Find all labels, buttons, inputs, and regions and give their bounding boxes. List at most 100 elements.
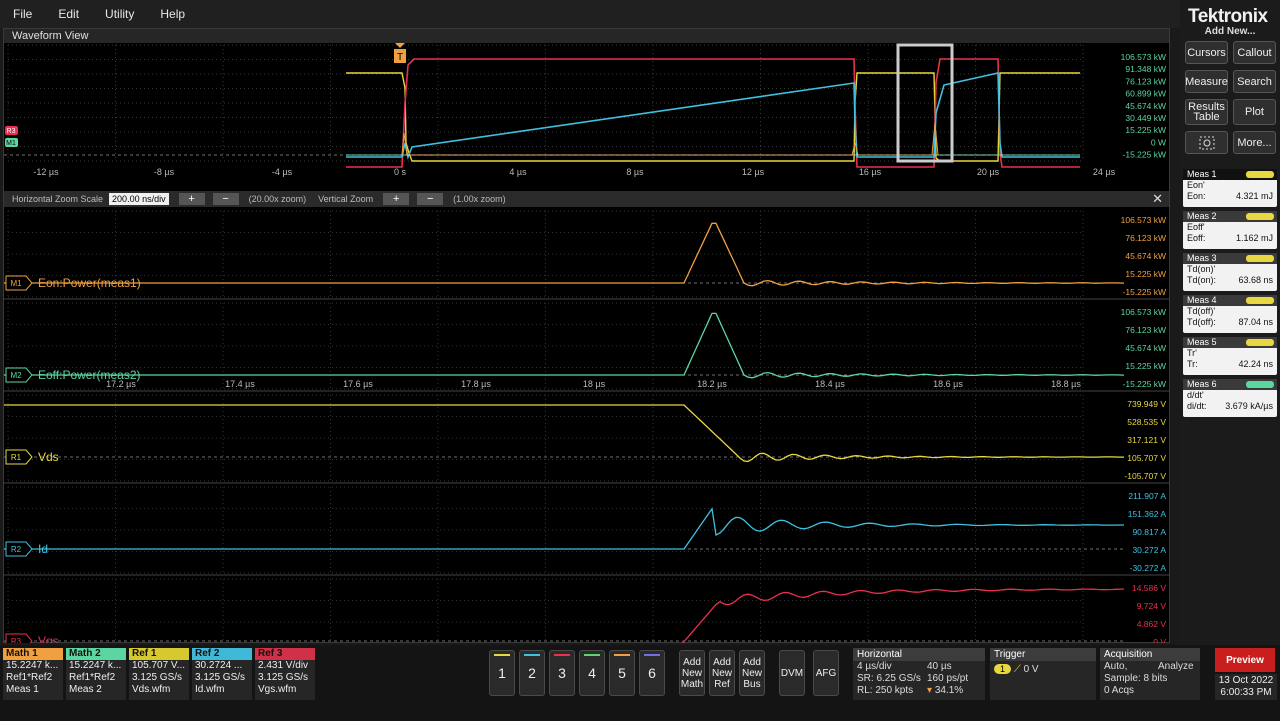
measurement-badge-1[interactable]: Meas 1 Eon' Eon: 4.321 mJ (1183, 169, 1277, 207)
waveform-badge-line: 105.707 V... (132, 660, 186, 671)
channel-5-button[interactable]: 5 (609, 650, 635, 696)
dvm-button[interactable]: DVM (779, 650, 805, 696)
acquisition-settings[interactable]: Acquisition Auto, Analyze Sample: 8 bits … (1100, 648, 1200, 700)
measurement-title: Meas 6 (1183, 379, 1277, 390)
zoom-box[interactable] (896, 43, 954, 163)
channel-number: 6 (648, 665, 656, 681)
hz-zoom-minus-button[interactable]: − (212, 193, 239, 205)
trigger-marker-label: T (397, 52, 403, 63)
measurement-title: Meas 1 (1183, 169, 1277, 180)
measurement-source-badge (1246, 255, 1274, 262)
trigger-marker[interactable]: T (394, 43, 406, 63)
waveform-badge-line: Id.wfm (195, 684, 225, 695)
waveform-badge-ref-1[interactable]: Ref 1 105.707 V... 3.125 GS/s Vds.wfm (129, 648, 189, 700)
lane-scale-label: 528.535 V (1127, 417, 1166, 427)
channel-number: 3 (558, 665, 566, 681)
menu-file[interactable]: File (13, 7, 33, 21)
waveform-badge-line: Meas 1 (6, 684, 39, 695)
measurement-label: Td(on)' (1187, 264, 1216, 274)
waveform-badge-ref-3[interactable]: Ref 3 2.431 V/div 3.125 GS/s Vgs.wfm (255, 648, 315, 700)
overview-tick-label: 16 µs (859, 167, 882, 177)
measurement-badge-4[interactable]: Meas 4 Td(off)' Td(off): 87.04 ns (1183, 295, 1277, 333)
measurement-source-badge (1246, 381, 1274, 388)
add-new-ref-button[interactable]: Add New Ref (709, 650, 735, 696)
waveform-badge-math-1[interactable]: Math 1 15.2247 k... Ref1*Ref2 Meas 1 (3, 648, 63, 700)
lane-badge (5, 275, 33, 291)
measurement-badge-3[interactable]: Meas 3 Td(on)' Td(on): 63.68 ns (1183, 253, 1277, 291)
lane-badge (5, 633, 33, 643)
menu-bar: File Edit Utility Help (0, 0, 1180, 28)
cursors-button[interactable]: Cursors (1185, 41, 1228, 64)
lane-scale-label: 45.674 kW (1125, 251, 1166, 261)
lane-label: Vgs (38, 634, 59, 643)
lane-scale-label: 15.225 kW (1125, 269, 1166, 279)
lane-scale-label: 317.121 V (1127, 435, 1166, 445)
lane-badge-text: R1 (11, 453, 22, 462)
trigger-source-badge: 1 (994, 664, 1012, 674)
overview-tick-label: -8 µs (154, 167, 175, 177)
measurement-badge-2[interactable]: Meas 2 Eoff' Eoff: 1.162 mJ (1183, 211, 1277, 249)
channel-color-bar (524, 654, 540, 656)
afg-button[interactable]: AFG (813, 650, 839, 696)
svg-text:R3: R3 (7, 128, 16, 135)
trigger-settings[interactable]: Trigger 1 ⟋ 0 V (990, 648, 1096, 700)
channel-1-button[interactable]: 1 (489, 650, 515, 696)
tektronix-logo: Tektronix (1188, 6, 1268, 27)
preview-button[interactable]: Preview (1215, 648, 1275, 672)
zoom-icon-button[interactable] (1185, 131, 1228, 154)
vz-zoom-plus-button[interactable]: + (383, 193, 410, 205)
waveform-badge-ref-2[interactable]: Ref 2 30.2724 ... 3.125 GS/s Id.wfm (192, 648, 252, 700)
close-zoom-icon[interactable]: ✕ (1152, 191, 1163, 206)
measurement-badge-6[interactable]: Meas 6 d/dt' di/dt: 3.679 kA/µs (1183, 379, 1277, 417)
callout-button[interactable]: Callout (1233, 41, 1276, 64)
zoom-icon (1199, 136, 1214, 149)
zoom-tick-label: 18.4 µs (815, 379, 845, 389)
time-text: 6:00:33 PM (1220, 687, 1272, 698)
lane-vds: 739.949 V 528.535 V 317.121 V 105.707 V -105… (4, 399, 1166, 481)
lane-trace (4, 222, 1125, 287)
badge-m1-overview[interactable]: M1 (5, 138, 18, 147)
menu-help[interactable]: Help (160, 7, 186, 21)
measurement-label: d/dt' (1187, 390, 1204, 400)
channel-6-button[interactable]: 6 (639, 650, 665, 696)
lane-scale-label: -30.272 A (1130, 563, 1167, 573)
search-button[interactable]: Search (1233, 70, 1276, 93)
hz-zoom-plus-button[interactable]: + (178, 193, 205, 205)
measurement-name: Td(on): (1187, 275, 1217, 285)
waveform-view[interactable]: Waveform View -12 µs -8 µs -4 µs 0 s 4 µs 8 µ… (3, 28, 1170, 643)
lane-scale-label: 90.817 A (1132, 527, 1166, 537)
add-new-math-button[interactable]: Add New Math (679, 650, 705, 696)
waveform-badge-line: 3.125 GS/s (258, 672, 309, 683)
channel-2-button[interactable]: 2 (519, 650, 545, 696)
overview-plot[interactable]: -12 µs -8 µs -4 µs 0 s 4 µs 8 µs 12 µs 16 µs 20 … (4, 43, 1169, 191)
horizontal-settings[interactable]: Horizontal 4 µs/div 40 µs SR: 6.25 GS/s 16… (853, 648, 985, 700)
zoom-tick-label: 17.4 µs (225, 379, 255, 389)
hz-zoom-factor: (20.00x zoom) (248, 194, 307, 204)
measurement-source-badge (1246, 297, 1274, 304)
add-new-bus-button[interactable]: Add New Bus (739, 650, 765, 696)
overview-scale-label: 30.449 kW (1125, 113, 1166, 123)
overview-scale-label: 15.225 kW (1125, 125, 1166, 135)
zoom-lanes: 106.573 kW 76.123 kW 45.674 kW 15.225 kW -15… (4, 215, 1166, 643)
badge-r3-overview[interactable]: R3 (5, 126, 18, 135)
measurement-value: 87.04 ns (1238, 317, 1273, 327)
results-table-button[interactable]: Results Table (1185, 99, 1228, 125)
measure-button[interactable]: Measure (1185, 70, 1228, 93)
more-button[interactable]: More... (1233, 131, 1276, 154)
plot-button[interactable]: Plot (1233, 99, 1276, 125)
measurement-badge-5[interactable]: Meas 5 Tr' Tr: 42.24 ns (1183, 337, 1277, 375)
overview-tick-label: -12 µs (33, 167, 59, 177)
vz-zoom-minus-button[interactable]: − (417, 193, 444, 205)
overview-scale-label: 60.899 kW (1125, 89, 1166, 99)
waveform-badge-title: Math 1 (3, 648, 63, 660)
menu-utility[interactable]: Utility (105, 7, 135, 21)
waveform-badge-math-2[interactable]: Math 2 15.2247 k... Ref1*Ref2 Meas 2 (66, 648, 126, 700)
overview-tick-label: 4 µs (509, 167, 527, 177)
channel-3-button[interactable]: 3 (549, 650, 575, 696)
channel-4-button[interactable]: 4 (579, 650, 605, 696)
hz-zoom-input[interactable]: 200.00 ns/div (109, 193, 169, 205)
zoom-plot[interactable]: 106.573 kW 76.123 kW 45.674 kW 15.225 kW -15… (4, 207, 1169, 643)
lane-scale-label: 105.707 V (1127, 453, 1166, 463)
menu-edit[interactable]: Edit (58, 7, 80, 21)
